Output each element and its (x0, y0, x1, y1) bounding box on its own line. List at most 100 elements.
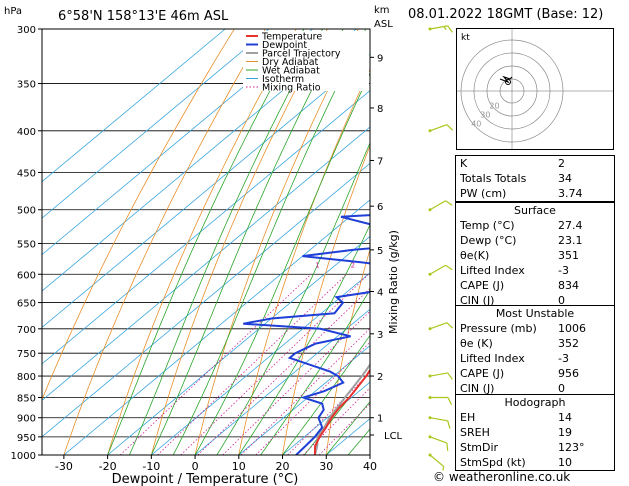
wind-barb-flag (447, 372, 453, 380)
mixing-ratio-line (157, 274, 347, 455)
wet-adiabat (325, 400, 370, 455)
surface-table: Surface Temp (°C) 27.4 Dewp (°C) 23.1 θe(K… (455, 202, 615, 309)
wind-barb-dot (428, 129, 432, 133)
pressure-tick-label: 700 (17, 325, 36, 336)
mu-row: Pressure (mb) 1006 (460, 322, 586, 335)
plot-frame (41, 28, 371, 456)
wind-barb-dot (428, 272, 432, 276)
hodo-ring (486, 65, 538, 117)
dry-adiabat (194, 29, 359, 455)
km-tick-label: 6 (377, 202, 383, 213)
pressure-tick-label: 1000 (11, 451, 36, 462)
km-tick-label: 7 (377, 156, 383, 167)
mixing-ratio-axis-label: Mixing Ratio (g/kg) (387, 230, 400, 334)
wind-barb-dot (428, 374, 432, 378)
wet-adiabat (238, 223, 370, 455)
hodo-row: StmSpd (kt) 10 (460, 456, 572, 469)
pressure-tick-label: 350 (17, 80, 36, 91)
wind-barb-dot (428, 435, 432, 439)
surface-row: θe(K) 351 (460, 249, 579, 262)
pressure-tick-label: 650 (17, 299, 36, 310)
wind-barb-flag (447, 25, 453, 33)
legend-entry: Dry Adiabat (262, 57, 319, 68)
wet-adiabat (107, 29, 305, 455)
hodo-row: EH 14 (460, 411, 572, 424)
legend-entry: Mixing Ratio (262, 83, 321, 94)
surface-row: CAPE (J) 834 (460, 279, 579, 292)
wind-barb-flag (445, 264, 453, 271)
dry-adiabat (42, 29, 235, 401)
km-tick-label: 8 (377, 104, 383, 115)
pressure-tick-label: 750 (17, 349, 36, 360)
mixing-ratio-label: 3 (372, 261, 376, 269)
hodo-kt-label: kt (461, 33, 470, 43)
wet-adiabat (150, 29, 344, 455)
temperature-tick-label: 20 (276, 460, 290, 473)
mixing-ratio-line (180, 274, 369, 455)
wind-barb-dot (428, 395, 432, 399)
isotherm (42, 53, 370, 328)
km-tick-label: 5 (377, 246, 383, 257)
hodo-row: SREH 19 (460, 426, 572, 439)
wind-barb-dot (428, 416, 432, 420)
hodo-ring (499, 78, 525, 104)
pressure-tick-label: 600 (17, 270, 36, 281)
wet-adiabat (194, 72, 370, 455)
pressure-tick-label: 450 (17, 168, 36, 179)
index-row: PW (cm) 3.74 (460, 187, 583, 200)
mixing-ratio-line (240, 327, 370, 455)
wind-barb-flag (445, 200, 453, 206)
dewpoint-line (243, 214, 370, 455)
wind-barb-flag (446, 322, 454, 329)
mixing-ratio-label: 2 (351, 261, 355, 269)
pressure-tick-label: 300 (17, 25, 36, 36)
mixing-ratio-line (255, 341, 370, 455)
temperature-tick-label: 10 (232, 460, 246, 473)
wind-barb-flag (447, 420, 451, 429)
isotherm (282, 381, 370, 455)
legend-entry: Parcel Trajectory (262, 49, 341, 60)
wind-barb-dot (428, 208, 432, 212)
thermo-lines: 12346810162025 (42, 29, 376, 455)
wind-barb-staff (429, 25, 448, 30)
dry-adiabat (325, 247, 370, 455)
wet-adiabat (282, 334, 370, 455)
hodo-ring (460, 39, 564, 143)
hodograph-title: Hodograph (504, 396, 566, 409)
pressure-tick-label: 900 (17, 414, 36, 425)
pressure-tick-label: 850 (17, 393, 36, 404)
isotherm (238, 345, 370, 455)
legend-box (243, 31, 369, 91)
surface-row: Lifted Index -3 (460, 264, 569, 277)
wind-barb-flag (443, 26, 447, 31)
wind-barb-staff (429, 124, 448, 132)
wind-barb-dot (428, 27, 432, 31)
mixing-ratio-line (222, 310, 370, 455)
most-unstable-title: Most Unstable (495, 307, 575, 320)
wind-barb-flag (446, 124, 454, 131)
mu-row: Lifted Index -3 (460, 352, 569, 365)
asl-label: ASL (374, 19, 393, 30)
dry-adiabat (238, 68, 370, 455)
x-axis-label: Dewpoint / Temperature (°C) (112, 472, 299, 486)
surface-row: CIN (J) 0 (460, 294, 565, 307)
mixing-ratio-label: 1 (315, 261, 319, 269)
dry-adiabat (150, 29, 328, 455)
hodograph-panel: 20 30 40 kt (456, 28, 614, 150)
mu-row: CIN (J) 0 (460, 382, 565, 395)
mu-row: θe (K) 352 (460, 337, 579, 350)
legend-entry: Wet Adiabat (262, 66, 320, 77)
wind-barb-staff (429, 454, 445, 468)
wind-barb-staff (429, 322, 448, 330)
temperature-tick-label: -20 (99, 460, 117, 473)
wet-adiabat (260, 288, 370, 455)
pressure-tick-label: 500 (17, 206, 36, 217)
location-title: 6°58'N 158°13'E 46m ASL (58, 9, 229, 24)
isotherm (107, 235, 370, 455)
most-unstable-table: Most Unstable Pressure (mb) 1006 θe (K) 35… (455, 305, 615, 397)
profile-lines (243, 214, 370, 455)
isotherm (42, 29, 313, 256)
